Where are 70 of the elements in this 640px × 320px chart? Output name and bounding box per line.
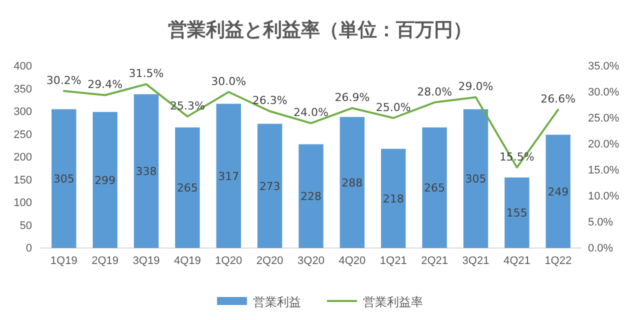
y-tick-label: 0 — [26, 242, 32, 255]
y2-tick-label: 20.0% — [588, 138, 620, 151]
legend-label: 営業利益率 — [363, 295, 423, 309]
y-tick-label: 100 — [14, 197, 32, 210]
data-label: 273 — [259, 180, 280, 193]
data-label: 24.0% — [294, 106, 328, 120]
x-tick-label: 3Q21 — [462, 254, 490, 267]
bar — [52, 109, 76, 248]
data-label: 30.0% — [211, 75, 246, 88]
x-tick-label: 1Q20 — [215, 254, 242, 267]
data-label: 26.3% — [252, 94, 288, 108]
data-label: 288 — [342, 176, 363, 190]
y-tick-label: 50 — [20, 220, 32, 232]
chart-title: 営業利益と利益率（単位：百万円） — [168, 19, 472, 41]
data-label: 218 — [382, 192, 404, 206]
y-tick-label: 150 — [14, 174, 32, 186]
data-label: 265 — [176, 182, 198, 195]
x-tick-label: 4Q20 — [338, 254, 366, 267]
bar — [422, 127, 447, 248]
y-tick-label: 250 — [14, 128, 32, 141]
bar — [381, 148, 406, 248]
y2-tick-label: 5.0% — [588, 216, 614, 229]
data-label: 249 — [548, 185, 569, 198]
bar — [298, 144, 324, 248]
data-label: 29.4% — [88, 78, 123, 92]
data-label: 338 — [136, 165, 157, 178]
bar — [92, 112, 118, 248]
bar — [463, 109, 488, 248]
y-tick-label: 350 — [14, 83, 32, 96]
data-label: 305 — [465, 172, 486, 186]
bar — [216, 104, 241, 248]
data-label: 155 — [506, 206, 528, 220]
data-label: 265 — [424, 182, 446, 195]
x-tick-label: 3Q20 — [298, 254, 324, 267]
y-tick-label: 300 — [14, 106, 32, 118]
data-label: 31.5% — [128, 67, 164, 80]
data-label: 305 — [53, 172, 74, 186]
x-tick-label: 2Q20 — [256, 254, 284, 267]
x-tick-label: 4Q21 — [503, 254, 530, 267]
bar — [340, 116, 365, 248]
x-tick-label: 1Q21 — [380, 254, 407, 267]
y2-tick-label: 25.0% — [588, 112, 620, 125]
x-tick-label: 2Q21 — [421, 254, 448, 267]
bar — [175, 127, 200, 248]
data-label: 26.9% — [334, 91, 370, 104]
y2-tick-label: 0.0% — [588, 242, 614, 255]
y2-tick-label: 10.0% — [588, 190, 620, 203]
data-label: 30.2% — [46, 74, 82, 87]
data-label: 317 — [218, 170, 240, 183]
x-tick-label: 4Q19 — [174, 254, 201, 267]
y2-tick-label: 30.0% — [588, 86, 620, 99]
bar — [546, 134, 570, 248]
data-label: 228 — [300, 190, 322, 204]
data-label: 299 — [94, 174, 116, 187]
y-tick-label: 400 — [14, 60, 32, 73]
x-tick-label: 2Q19 — [92, 254, 119, 267]
bar — [134, 94, 159, 248]
x-tick-label: 1Q22 — [544, 254, 572, 267]
bar — [504, 177, 530, 248]
y-tick-label: 200 — [14, 152, 32, 164]
bar — [257, 124, 282, 248]
x-tick-label: 1Q19 — [50, 254, 78, 267]
x-tick-label: 3Q19 — [132, 254, 160, 267]
data-label: 28.0% — [417, 85, 452, 98]
y2-tick-label: 15.0% — [588, 164, 620, 177]
data-label: 29.0% — [458, 80, 494, 94]
y2-tick-label: 35.0% — [588, 60, 620, 73]
legend-label: 営業利益 — [253, 295, 301, 309]
data-label: 25.0% — [376, 101, 411, 114]
data-label: 26.6% — [540, 92, 576, 106]
